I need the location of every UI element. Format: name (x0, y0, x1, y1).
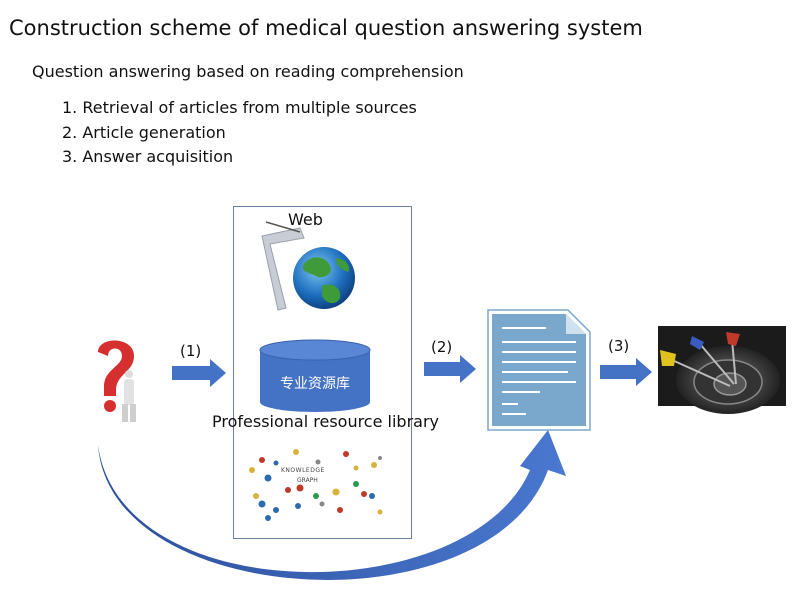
arrow-label-1: (1) (180, 342, 202, 360)
curved-arrow (98, 430, 566, 580)
database-label: 专业资源库 (280, 376, 350, 392)
page-title: Construction scheme of medical question … (9, 16, 643, 40)
web-label: Web (288, 210, 323, 229)
knowledge-graph-image (249, 449, 383, 521)
arrow-2 (424, 355, 476, 383)
step-item: 1. Retrieval of articles from multiple s… (62, 98, 417, 117)
step-item: 2. Article generation (62, 123, 226, 142)
library-label: Professional resource library (212, 412, 440, 431)
arrow-1 (172, 359, 226, 387)
arrow-label-3: (3) (608, 337, 630, 355)
database-icon (259, 339, 371, 412)
arrow-3 (600, 358, 652, 386)
question-mark-icon (98, 340, 136, 422)
target-darts-image (658, 326, 786, 414)
document-icon (487, 309, 591, 431)
knowledge-graph-subtitle: GRAPH (297, 477, 318, 484)
arrow-label-2: (2) (431, 338, 453, 356)
subtitle: Question answering based on reading comp… (32, 62, 464, 81)
knowledge-graph-title: KNOWLEDGE (281, 467, 325, 474)
web-globe-icon (261, 221, 355, 311)
step-item: 3. Answer acquisition (62, 147, 234, 166)
